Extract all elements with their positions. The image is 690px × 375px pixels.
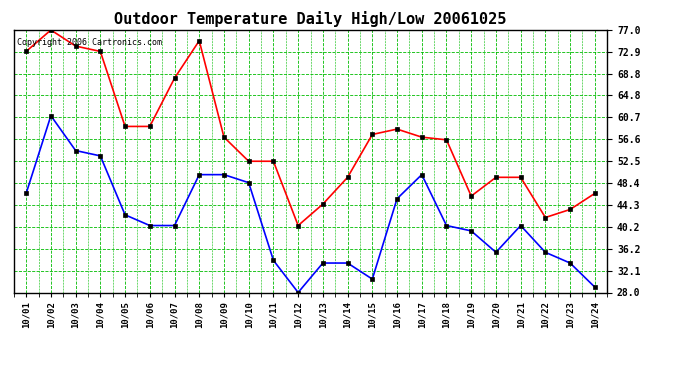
Text: Copyright 2006 Cartronics.com: Copyright 2006 Cartronics.com	[17, 38, 161, 47]
Title: Outdoor Temperature Daily High/Low 20061025: Outdoor Temperature Daily High/Low 20061…	[115, 12, 506, 27]
